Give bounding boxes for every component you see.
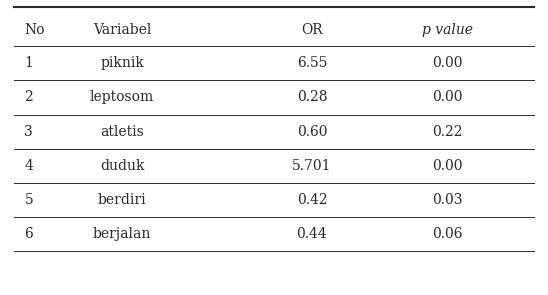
Text: berdiri: berdiri: [98, 193, 146, 207]
Text: berjalan: berjalan: [93, 227, 151, 241]
Text: p value: p value: [422, 23, 473, 37]
Text: 1: 1: [25, 56, 33, 70]
Text: 0.44: 0.44: [296, 227, 327, 241]
Text: piknik: piknik: [100, 56, 144, 70]
Text: 0.42: 0.42: [296, 193, 327, 207]
Text: 5: 5: [25, 193, 33, 207]
Text: 0.06: 0.06: [432, 227, 463, 241]
Text: 0.22: 0.22: [432, 124, 463, 139]
Text: 4: 4: [25, 159, 33, 173]
Text: 0.60: 0.60: [296, 124, 327, 139]
Text: OR: OR: [301, 23, 323, 37]
Text: No: No: [25, 23, 45, 37]
Text: 6: 6: [25, 227, 33, 241]
Text: 0.00: 0.00: [432, 159, 463, 173]
Text: 5.701: 5.701: [292, 159, 332, 173]
Text: leptosom: leptosom: [90, 91, 154, 104]
Text: 0.28: 0.28: [296, 91, 327, 104]
Text: 3: 3: [25, 124, 33, 139]
Text: 0.03: 0.03: [432, 193, 463, 207]
Text: 6.55: 6.55: [296, 56, 327, 70]
Text: duduk: duduk: [100, 159, 144, 173]
Text: 0.00: 0.00: [432, 91, 463, 104]
Text: 2: 2: [25, 91, 33, 104]
Text: atletis: atletis: [100, 124, 144, 139]
Text: Variabel: Variabel: [93, 23, 151, 37]
Text: 0.00: 0.00: [432, 56, 463, 70]
